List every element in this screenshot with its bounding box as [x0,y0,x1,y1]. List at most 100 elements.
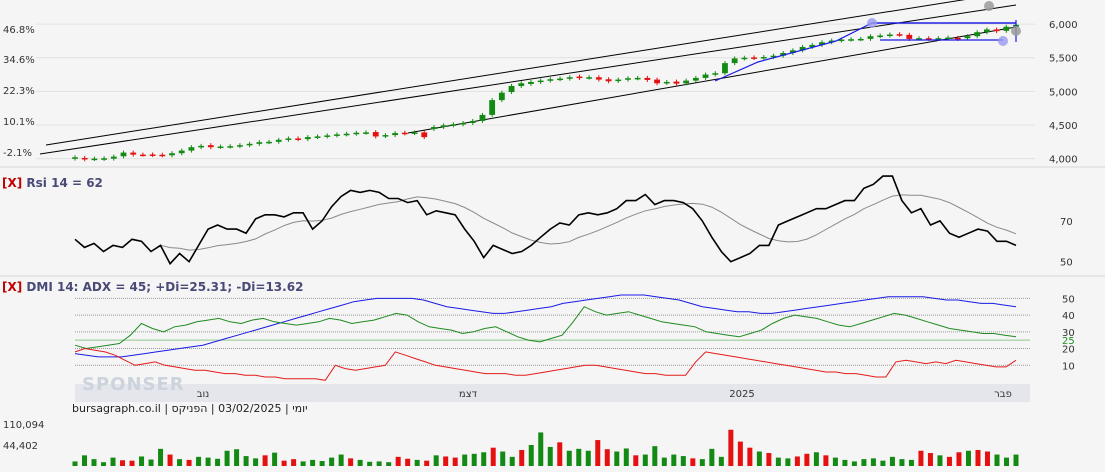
rsi-average-line [160,194,1017,251]
volume-bar [433,455,439,466]
rsi-title: [X] Rsi 14 = 62 [2,176,103,190]
candle-body [576,76,583,79]
volume-bar [699,459,705,466]
volume-bar [91,459,97,466]
volume-bar [338,454,344,466]
candle-body [421,132,428,138]
volume-bar [291,459,297,466]
candle-body [508,85,515,93]
candle-body [857,38,864,41]
candle-body [751,57,757,59]
candle-body [411,132,418,134]
dmi-title-text: DMI 14: ADX = 45; +Di=25.31; -Di=13.62 [26,280,304,294]
volume-bar [452,457,458,466]
month-label: נוב [197,389,210,400]
candle-body [440,125,447,128]
volume-bar [253,458,259,466]
candle-body [799,46,806,51]
channel-handle [867,18,877,28]
candle-body [207,145,214,148]
price-tick-label: 5,500 [1049,54,1078,65]
price-tick-label: 6,000 [1049,20,1078,31]
dmi-tick-label: 50 [1062,294,1075,305]
volume-bar [167,454,173,466]
volume-bar [861,459,867,466]
volume-bar [519,449,525,466]
volume-bar [471,453,477,466]
candle-body [285,138,292,140]
volume-bar [709,448,715,466]
dmi-tick-label: 30 [1062,328,1075,339]
candle-body [460,122,466,125]
candle-body [712,73,719,75]
candle-body [595,77,602,80]
volume-tick-label: 110,094 [3,420,44,431]
candle-body [809,44,816,47]
volume-bar [1013,454,1019,466]
candle-body [673,81,680,84]
volume-bar [547,446,553,466]
candle-body [605,79,612,82]
month-label: דצמ [459,389,478,400]
price-grid [0,0,1105,165]
volume-bar [443,456,449,466]
candle-body [139,154,146,157]
sponser-logo: SPONSER [82,374,185,395]
candle-body [198,145,205,148]
candle-body [81,157,88,160]
volume-bar [414,459,420,466]
candle-body [314,136,321,138]
candle-body [692,77,699,81]
volume-bar [690,458,696,466]
volume-bar [148,459,154,466]
volume-bar [101,462,107,466]
price-tick-label: 4,500 [1049,121,1078,132]
price-channel [714,1,1021,82]
volume-bar [756,451,762,466]
volume-bar [614,451,620,466]
volume-panel: 110,094 44,402 [3,420,1019,466]
candle-body [537,80,544,83]
channel-handle [998,36,1008,46]
candle-body [498,92,505,101]
volume-bar [680,456,686,466]
volume-tick-label: 44,402 [3,441,38,452]
volume-bar [889,456,895,466]
candle-body [547,79,554,81]
candle-body [877,35,884,38]
volume-bar [462,454,468,466]
volume-bar [766,453,772,466]
volume-bar [367,461,373,466]
candle-body [760,57,767,59]
candle-body [489,100,496,115]
candle-body [741,57,748,60]
rsi-close-button[interactable]: [X] [2,176,23,190]
candle-body [906,34,913,39]
volume-bar [158,448,164,466]
candle-body [625,78,631,80]
volume-bar [652,446,658,466]
dmi-close-button[interactable]: [X] [2,280,23,294]
volume-bar [110,457,116,466]
rsi-tick-label: 50 [1060,258,1073,269]
volume-bar [956,452,962,466]
volume-bar [832,457,838,466]
volume-bar [994,454,1000,466]
candle-body [324,135,331,137]
candle-body [256,142,263,144]
volume-bar [785,458,791,466]
candle-body [974,32,981,37]
minus-di-line [74,347,1017,381]
volume-bar [215,458,221,466]
lower-trendline [407,26,1017,134]
candle-body [334,134,340,136]
volume-bar [937,455,943,466]
volume-bar [908,459,914,466]
volume-bar [946,456,952,466]
candle-body [275,139,282,142]
candle-body [702,74,709,78]
candle-body [479,114,486,121]
rsi-panel: 50 70 [0,166,1105,269]
candle-body [110,156,117,159]
